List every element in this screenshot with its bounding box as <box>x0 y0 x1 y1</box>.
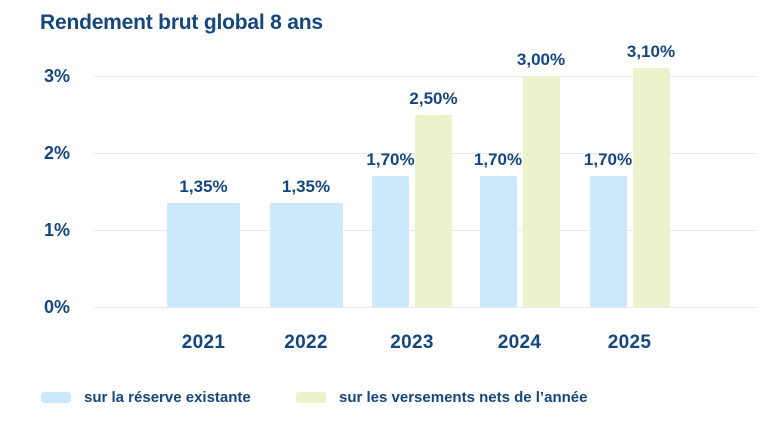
y-axis-tick-label: 3% <box>43 66 70 86</box>
bar-value-label: 1,70% <box>583 150 633 170</box>
bar-value-label: 2,50% <box>409 88 458 108</box>
chart-title: Rendement brut global 8 ans <box>40 11 323 34</box>
gridline-3% <box>94 76 757 77</box>
bar-2025-blue_bar <box>589 176 627 307</box>
legend-item-versements: sur les versements nets de l’année <box>296 389 587 406</box>
x-axis-label-2023: 2023 <box>390 332 434 353</box>
x-axis-label-2021: 2021 <box>181 332 226 353</box>
bar-2024-green_bar <box>522 76 560 307</box>
bar-2022-blue_bar <box>269 203 343 307</box>
bar-2025-green_bar <box>632 68 670 307</box>
y-axis-tick-label: 2% <box>43 143 70 163</box>
bar-value-label: 1,70% <box>473 150 523 170</box>
x-axis-label-2022: 2022 <box>284 332 328 353</box>
bar-value-label: 3,10% <box>626 42 676 62</box>
bar-2021-blue_bar <box>167 203 240 307</box>
y-axis-tick-label: 0% <box>43 297 70 317</box>
y-axis-tick-label: 1% <box>43 220 70 240</box>
legend-label: sur la réserve existante <box>84 389 251 406</box>
bar-2023-green_bar <box>415 114 452 307</box>
bar-value-label: 1,35% <box>281 177 331 197</box>
legend-item-reserve: sur la réserve existante <box>41 389 251 406</box>
legend-swatch-blue <box>41 392 71 403</box>
gridline-0% <box>94 307 757 308</box>
bar-value-label: 1,35% <box>179 177 228 197</box>
legend-swatch-green <box>296 392 326 403</box>
legend-label: sur les versements nets de l’année <box>339 389 588 406</box>
x-axis-label-2024: 2024 <box>497 332 542 353</box>
bar-2024-blue_bar <box>479 176 517 307</box>
bar-value-label: 3,00% <box>516 50 566 69</box>
bar-value-label: 1,70% <box>366 150 415 170</box>
bar-2023-blue_bar <box>372 176 409 307</box>
x-axis-label-2025: 2025 <box>607 332 652 353</box>
